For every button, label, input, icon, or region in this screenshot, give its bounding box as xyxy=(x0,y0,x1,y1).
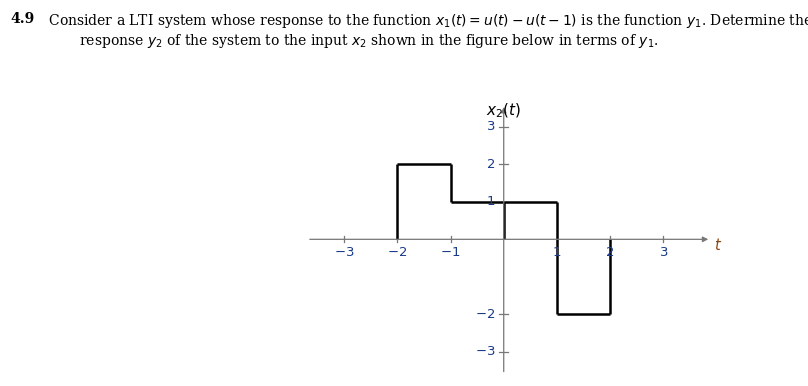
Text: $x_2(t)$: $x_2(t)$ xyxy=(486,102,521,120)
Text: $2$: $2$ xyxy=(605,246,615,259)
Text: $1$: $1$ xyxy=(552,246,562,259)
Text: 4.9: 4.9 xyxy=(11,12,35,25)
Text: $1$: $1$ xyxy=(486,195,495,208)
Text: $-3$: $-3$ xyxy=(475,345,495,359)
Text: Consider a LTI system whose response to the function $x_1(t) = u(t) - u(t-1)$ is: Consider a LTI system whose response to … xyxy=(44,12,808,50)
Text: $3$: $3$ xyxy=(486,120,495,133)
Text: $-3$: $-3$ xyxy=(334,246,355,259)
Text: $-2$: $-2$ xyxy=(475,308,495,321)
Text: $-1$: $-1$ xyxy=(440,246,461,259)
Text: $3$: $3$ xyxy=(659,246,668,259)
Text: $-2$: $-2$ xyxy=(387,246,407,259)
Text: $2$: $2$ xyxy=(486,158,495,171)
Text: $t$: $t$ xyxy=(713,237,722,253)
